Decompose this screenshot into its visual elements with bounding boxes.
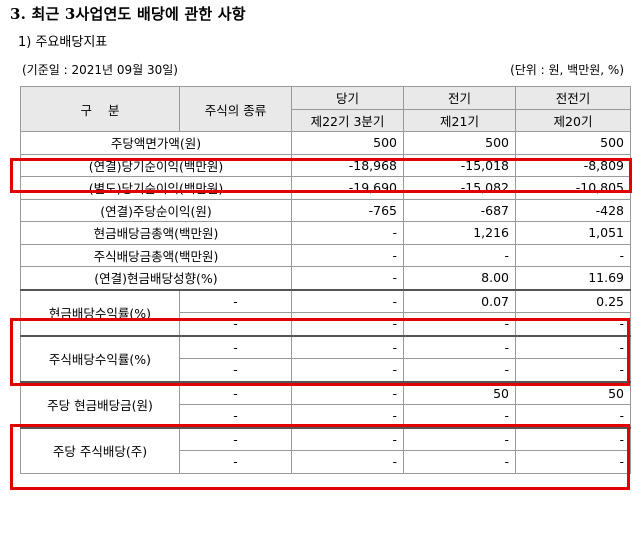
- cell-before-previous: -10,805: [515, 176, 631, 200]
- group-label: 주당 현금배당금(원): [20, 380, 180, 428]
- cell-previous: -15,018: [403, 153, 516, 177]
- cell-stock-type: -: [179, 288, 292, 313]
- group-label: 주당 주식배당(주): [20, 426, 180, 474]
- cell-before-previous: -: [515, 404, 631, 428]
- table-row: (연결)주당순이익(원) -765 -687 -428: [20, 198, 631, 222]
- table-row: (연결)당기순이익(백만원) -18,968 -15,018 -8,809: [20, 153, 631, 177]
- cell-current: -: [291, 380, 404, 405]
- table-row: (연결)현금배당성향(%) - 8.00 11.69: [20, 266, 631, 290]
- row-label: 주당액면가액(원): [20, 131, 292, 155]
- cell-before-previous: -: [515, 358, 631, 382]
- cell-previous: 1,216: [403, 221, 516, 245]
- cell-previous: 0.07: [403, 288, 516, 313]
- cell-previous: -: [403, 358, 516, 382]
- header-before-previous: 전전기: [515, 86, 631, 110]
- cell-previous: 8.00: [403, 266, 516, 290]
- cell-before-previous: 500: [515, 131, 631, 155]
- cell-current: -: [291, 288, 404, 313]
- cell-current: -: [291, 266, 404, 290]
- cell-current: -19,690: [291, 176, 404, 200]
- header-current: 당기: [291, 86, 404, 110]
- cell-before-previous: -: [515, 312, 631, 336]
- cell-current: -: [291, 221, 404, 245]
- cell-previous: 500: [403, 131, 516, 155]
- header-stock-type: 주식의 종류: [179, 86, 292, 132]
- table-row: 주식배당금총액(백만원) - - -: [20, 243, 631, 267]
- cell-stock-type: -: [179, 450, 292, 474]
- cell-previous: -: [403, 312, 516, 336]
- cell-stock-type: -: [179, 358, 292, 382]
- cell-before-previous: 0.25: [515, 288, 631, 313]
- group-label: 주식배당수익률(%): [20, 334, 180, 382]
- header-category: 구 분: [20, 86, 180, 132]
- section-title: 3. 최근 3사업연도 배당에 관한 사항: [10, 5, 246, 23]
- cell-current: -: [291, 404, 404, 428]
- cell-before-previous: -: [515, 243, 631, 267]
- cell-previous: 50: [403, 380, 516, 405]
- table-row: 현금배당수익률(%) - - 0.07 0.25: [20, 288, 631, 336]
- row-label: 주식배당금총액(백만원): [20, 243, 292, 267]
- row-label: (별도)당기순이익(백만원): [20, 176, 292, 200]
- table-row: - - - -: [21, 450, 631, 474]
- cell-stock-type: -: [179, 404, 292, 428]
- cell-current: -: [291, 243, 404, 267]
- cell-current: -: [291, 312, 404, 336]
- table-row: 현금배당금총액(백만원) - 1,216 1,051: [20, 221, 631, 245]
- cell-stock-type: -: [179, 312, 292, 336]
- cell-before-previous: 1,051: [515, 221, 631, 245]
- base-date: (기준일 : 2021년 09월 30일): [22, 63, 178, 77]
- cell-before-previous: -428: [515, 198, 631, 222]
- cell-current: -: [291, 334, 404, 359]
- header-subrow: 제22기 3분기 제21기 제20기: [21, 108, 631, 132]
- header-before-previous-sub: 제20기: [515, 108, 631, 132]
- cell-previous: -: [403, 243, 516, 267]
- cell-before-previous: 50: [515, 380, 631, 405]
- cell-before-previous: -: [515, 426, 631, 451]
- row-label: 현금배당금총액(백만원): [20, 221, 292, 245]
- row-label: (연결)당기순이익(백만원): [20, 153, 292, 177]
- cell-current: -765: [291, 198, 404, 222]
- cell-stock-type: -: [179, 334, 292, 359]
- table-row: (별도)당기순이익(백만원) -19,690 -15,082 -10,805: [20, 176, 631, 200]
- cell-current: -: [291, 426, 404, 451]
- cell-previous: -: [403, 404, 516, 428]
- cell-previous: -687: [403, 198, 516, 222]
- unit-note: (단위 : 원, 백만원, %): [510, 63, 624, 77]
- cell-before-previous: -8,809: [515, 153, 631, 177]
- table-row: 주당 현금배당금(원) - - 50 50: [20, 380, 631, 428]
- cell-current: 500: [291, 131, 404, 155]
- cell-previous: -: [403, 426, 516, 451]
- table-row: 주당액면가액(원) 500 500 500: [20, 131, 631, 155]
- header-previous-sub: 제21기: [403, 108, 516, 132]
- table-row: 주당 주식배당(주) - - - -: [20, 426, 631, 474]
- cell-current: -18,968: [291, 153, 404, 177]
- header-row: 구 분 주식의 종류 당기 전기 전전기: [20, 86, 631, 132]
- cell-current: -: [291, 450, 404, 474]
- cell-current: -: [291, 358, 404, 382]
- cell-previous: -: [403, 450, 516, 474]
- cell-before-previous: -: [515, 334, 631, 359]
- row-label: (연결)주당순이익(원): [20, 198, 292, 222]
- cell-previous: -: [403, 334, 516, 359]
- dividend-table: 구 분 주식의 종류 당기 전기 전전기 제22기 3분기 제21기 제20기 …: [20, 86, 631, 474]
- cell-before-previous: -: [515, 450, 631, 474]
- cell-before-previous: 11.69: [515, 266, 631, 290]
- row-label: (연결)현금배당성향(%): [20, 266, 292, 290]
- table-row: 주식배당수익률(%) - - - -: [20, 334, 631, 382]
- group-label: 현금배당수익률(%): [20, 288, 180, 336]
- subsection-title: 1) 주요배당지표: [18, 35, 108, 50]
- cell-stock-type: -: [179, 380, 292, 405]
- table-row: - - - -: [21, 358, 631, 382]
- header-previous: 전기: [403, 86, 516, 110]
- cell-previous: -15,082: [403, 176, 516, 200]
- header-current-sub: 제22기 3분기: [291, 108, 404, 132]
- cell-stock-type: -: [179, 426, 292, 451]
